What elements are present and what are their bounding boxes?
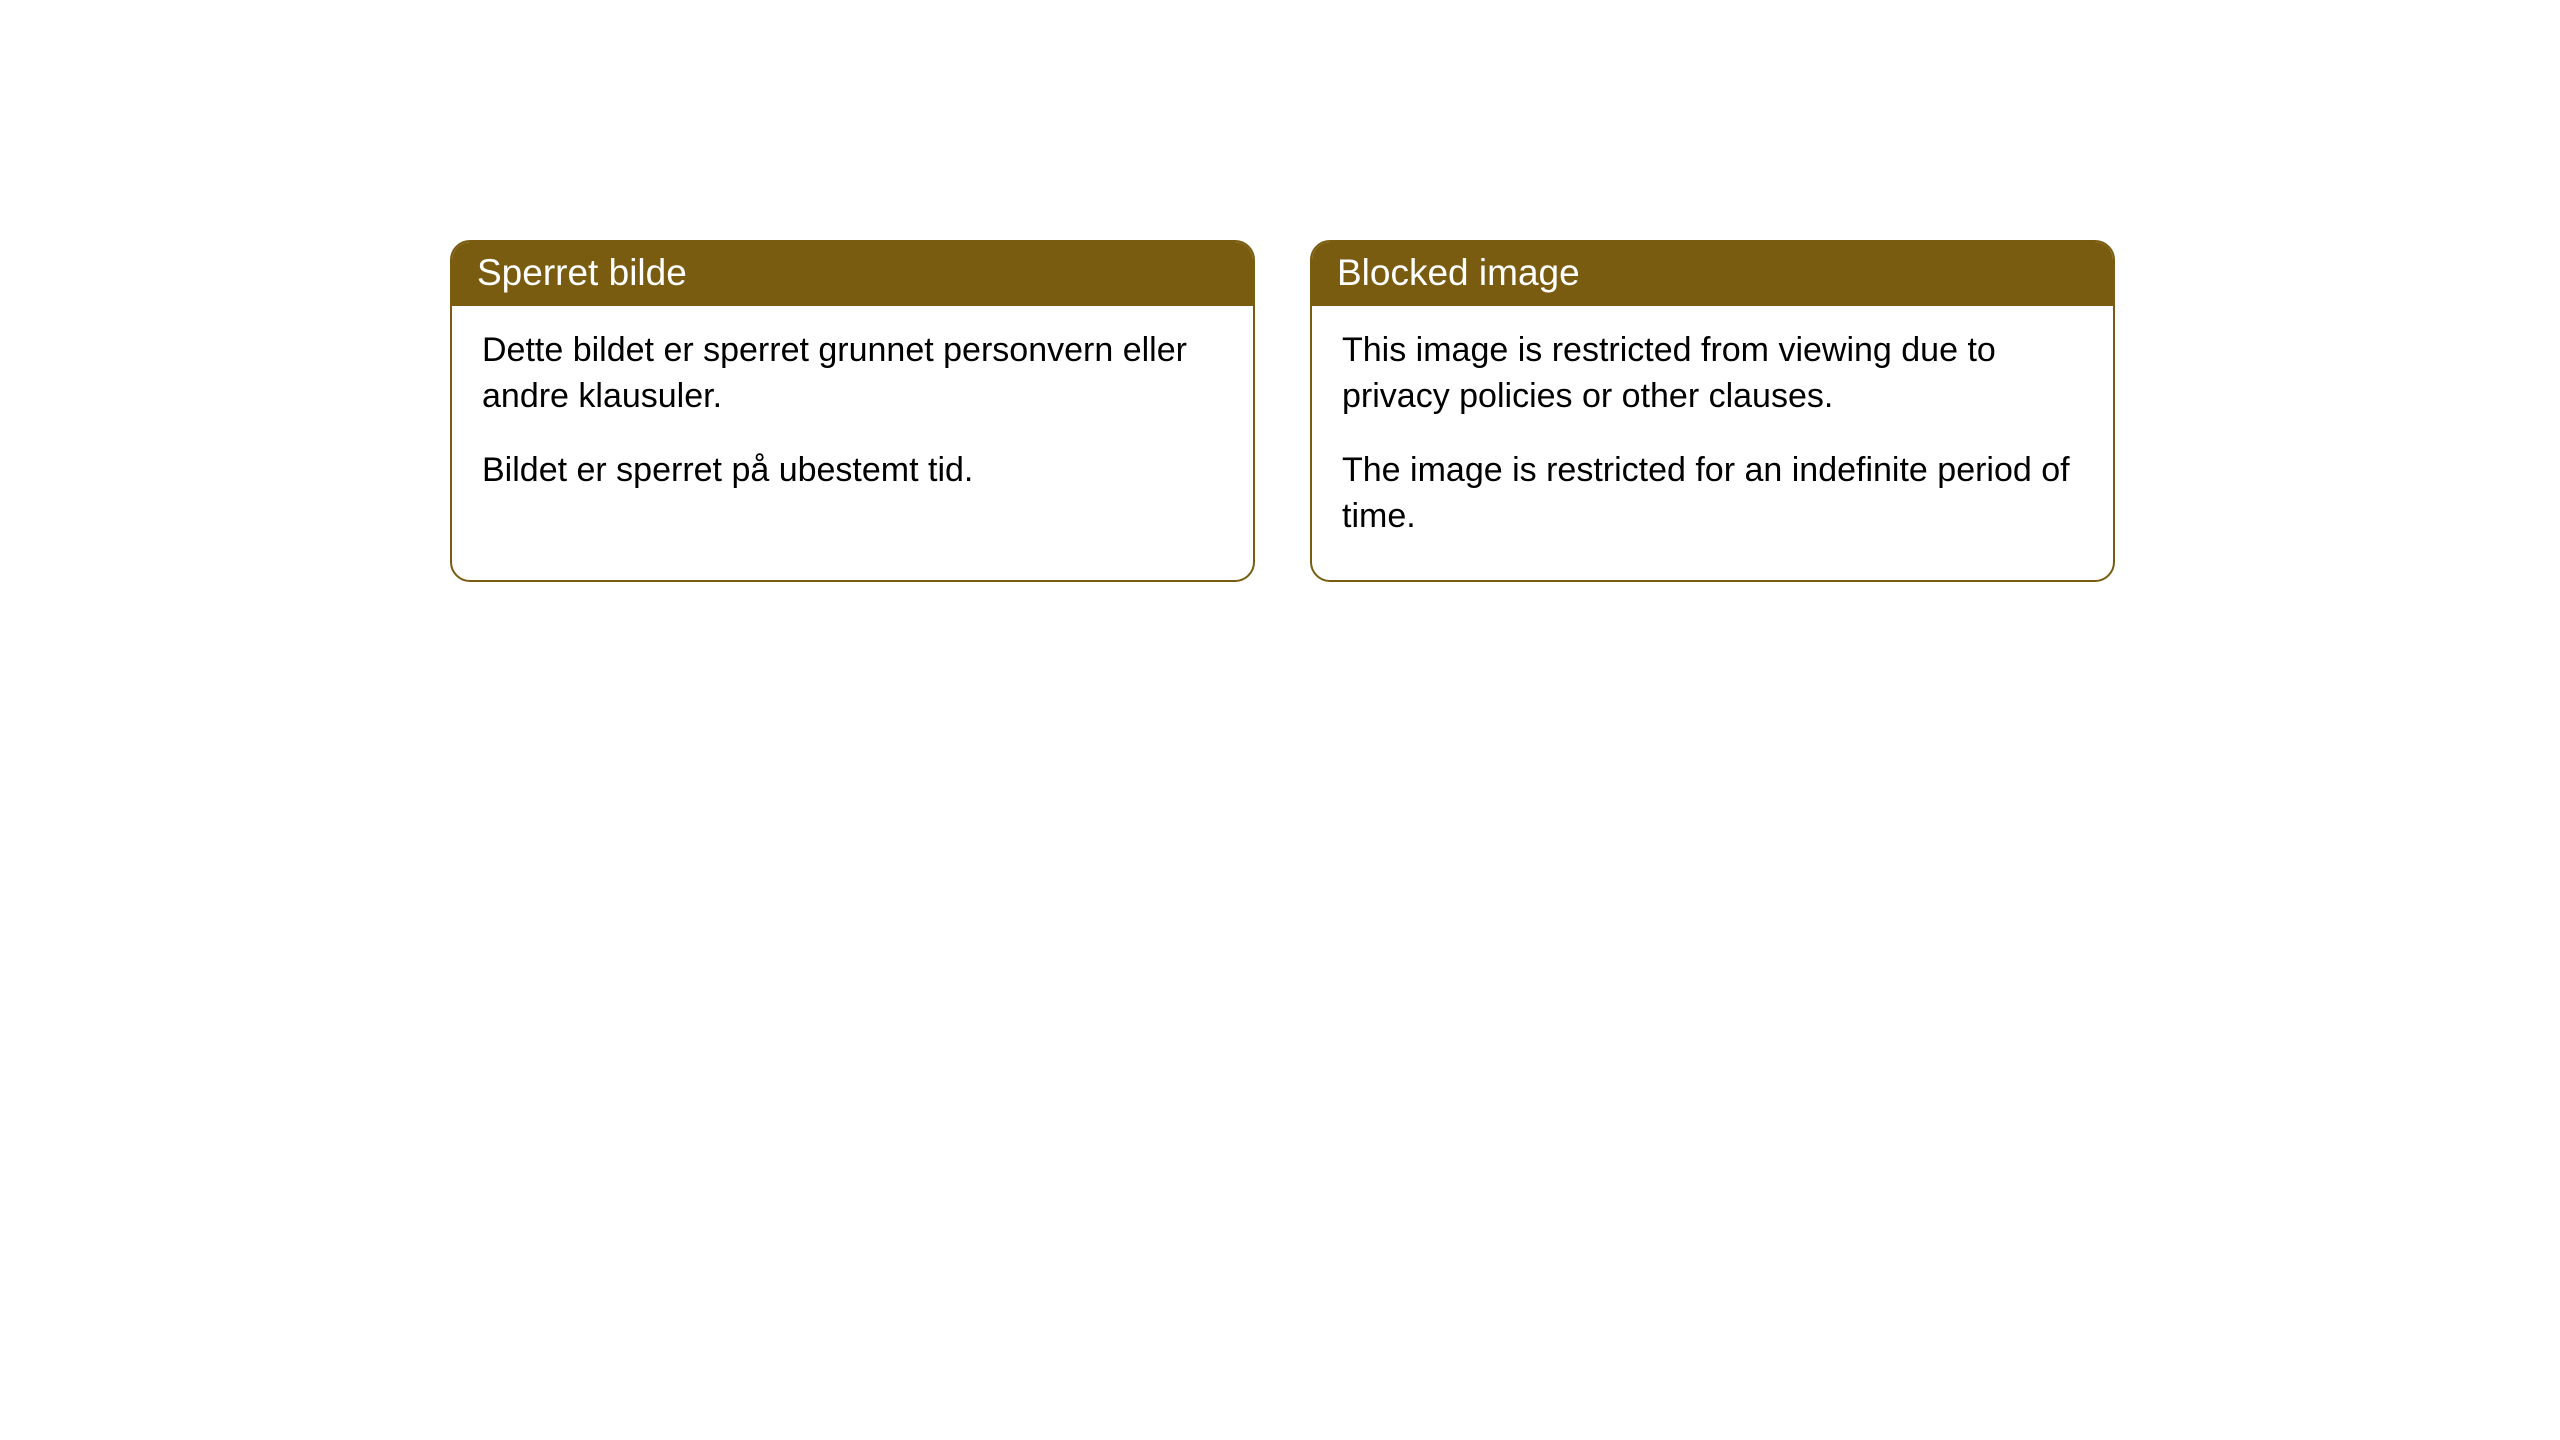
card-title-en: Blocked image [1337, 252, 1580, 293]
card-header-en: Blocked image [1312, 242, 2113, 306]
card-paragraph-no-1: Dette bildet er sperret grunnet personve… [482, 328, 1223, 420]
card-title-no: Sperret bilde [477, 252, 687, 293]
card-body-en: This image is restricted from viewing du… [1312, 306, 2113, 580]
card-header-no: Sperret bilde [452, 242, 1253, 306]
card-body-no: Dette bildet er sperret grunnet personve… [452, 306, 1253, 534]
card-paragraph-en-2: The image is restricted for an indefinit… [1342, 448, 2083, 540]
card-paragraph-no-2: Bildet er sperret på ubestemt tid. [482, 448, 1223, 494]
notice-cards-container: Sperret bilde Dette bildet er sperret gr… [450, 240, 2560, 582]
blocked-image-card-en: Blocked image This image is restricted f… [1310, 240, 2115, 582]
card-paragraph-en-1: This image is restricted from viewing du… [1342, 328, 2083, 420]
blocked-image-card-no: Sperret bilde Dette bildet er sperret gr… [450, 240, 1255, 582]
